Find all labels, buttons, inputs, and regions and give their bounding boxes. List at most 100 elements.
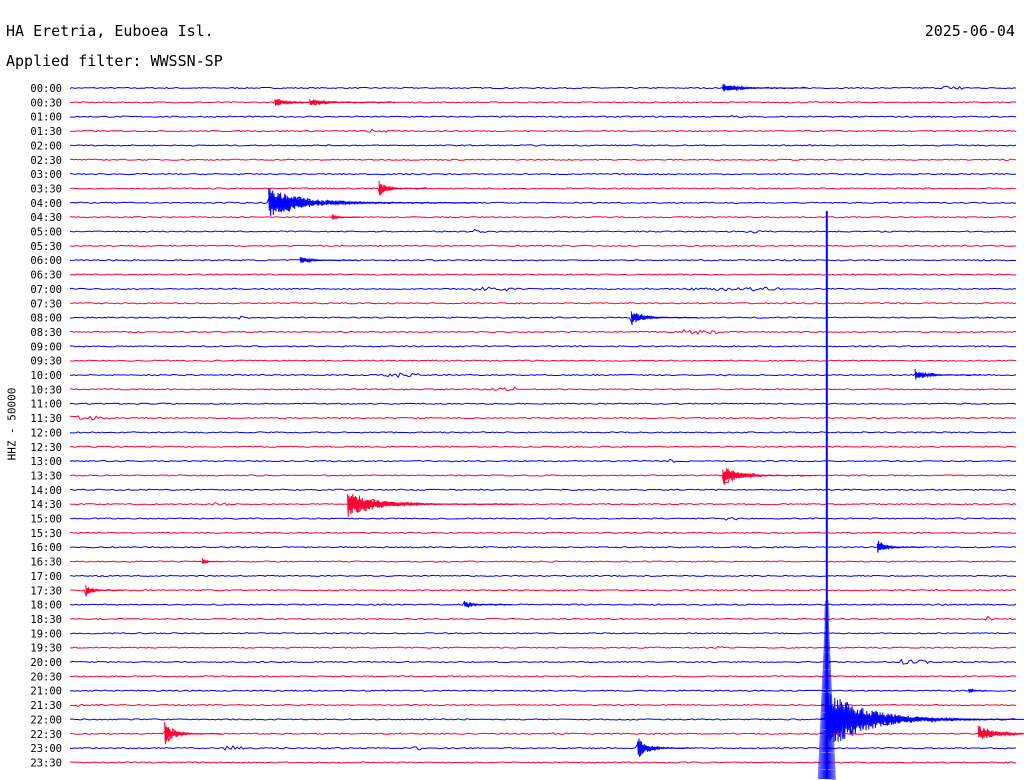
time-label: 00:00	[30, 83, 62, 95]
event-waveform	[630, 311, 698, 326]
time-label: 17:00	[30, 571, 62, 583]
time-label: 04:30	[30, 212, 62, 224]
trace-line	[69, 600, 1017, 609]
trace-line	[70, 128, 1017, 133]
trace-line	[69, 415, 1017, 421]
time-label: 03:00	[30, 169, 62, 181]
time-label: 04:00	[30, 198, 62, 210]
time-label: 20:30	[30, 671, 62, 683]
trace-line	[69, 658, 1017, 665]
trace-line	[69, 215, 1017, 219]
event-waveform	[977, 725, 1024, 739]
event-waveform	[876, 540, 925, 553]
time-label: 15:00	[30, 514, 62, 526]
trace-line	[69, 228, 1017, 234]
time-label: 13:30	[30, 470, 62, 482]
time-label: 01:30	[30, 126, 62, 138]
time-label: 15:30	[30, 528, 62, 540]
trace-line	[69, 531, 1016, 534]
trace-line	[69, 273, 1017, 276]
trace-line	[70, 589, 1017, 597]
time-label: 05:00	[30, 227, 62, 239]
trace-line	[69, 458, 1016, 463]
trace-line	[69, 445, 1017, 448]
time-label: 02:00	[30, 140, 62, 152]
event-waveform	[268, 188, 477, 217]
event-waveform	[201, 558, 222, 564]
time-label: 22:00	[30, 714, 62, 726]
time-label: 19:30	[30, 643, 62, 655]
trace-line	[69, 328, 1016, 336]
trace-line	[69, 99, 1017, 106]
trace-line	[69, 386, 1017, 392]
trace-line	[69, 488, 1017, 491]
time-label: 21:30	[30, 700, 62, 712]
trace-line	[69, 632, 1017, 635]
trace-line	[69, 560, 1017, 564]
time-label: 12:00	[30, 427, 62, 439]
event-waveform	[309, 98, 395, 105]
station-title: HA Eretria, Euboea Isl.	[6, 22, 214, 40]
record-date: 2025-06-04	[924, 22, 1015, 40]
time-label: 08:00	[30, 313, 62, 325]
time-label: 06:00	[30, 255, 62, 267]
time-label: 02:30	[30, 155, 62, 167]
trace-line	[70, 184, 1017, 197]
trace-line	[69, 645, 1017, 649]
trace-line	[70, 302, 1017, 305]
time-label: 03:30	[30, 183, 62, 195]
trace-line	[69, 472, 1017, 486]
event-waveform	[722, 83, 808, 92]
time-label: 23:00	[30, 743, 62, 755]
trace-line	[69, 675, 1017, 678]
trace-line	[69, 244, 1017, 247]
trace-line	[69, 345, 1016, 348]
event-waveform	[299, 256, 357, 263]
time-label: 07:30	[30, 298, 62, 310]
event-waveform	[968, 688, 988, 694]
time-label: 13:00	[30, 456, 62, 468]
trace-line	[69, 615, 1017, 621]
time-label: 17:30	[30, 585, 62, 597]
time-label: 18:30	[30, 614, 62, 626]
trace-line	[69, 144, 1017, 147]
event-waveform	[914, 368, 982, 380]
time-label: 09:30	[30, 356, 62, 368]
trace-line	[69, 359, 1017, 362]
time-label: 10:00	[30, 370, 62, 382]
trace-line	[70, 257, 1016, 263]
event-waveform	[347, 493, 518, 517]
time-label: 14:30	[30, 499, 62, 511]
event-waveform	[637, 738, 695, 756]
trace-line	[69, 194, 1017, 213]
trace-line	[70, 158, 1016, 162]
trace-line	[69, 742, 1016, 757]
trace-line	[69, 114, 1017, 118]
trace-line	[69, 372, 1017, 379]
time-label: 05:30	[30, 241, 62, 253]
trace-line	[69, 688, 1017, 740]
time-label: 07:00	[30, 284, 62, 296]
event-waveform	[463, 601, 512, 608]
time-label: 09:00	[30, 341, 62, 353]
time-label: 11:30	[30, 413, 62, 425]
time-label: 12:30	[30, 442, 62, 454]
time-label: 01:00	[30, 112, 62, 124]
trace-line	[69, 172, 1017, 176]
trace-line	[69, 516, 1017, 521]
time-label: 20:00	[30, 657, 62, 669]
time-label: 18:00	[30, 600, 62, 612]
trace-line	[69, 542, 1017, 549]
event-waveform	[85, 584, 124, 596]
event-waveform	[722, 468, 818, 485]
time-label: 00:30	[30, 97, 62, 109]
time-label: 14:00	[30, 485, 62, 497]
time-label: 08:30	[30, 327, 62, 339]
time-label: 21:00	[30, 686, 62, 698]
time-label: 22:30	[30, 729, 62, 741]
trace-line	[69, 726, 1017, 743]
event-waveform	[378, 180, 427, 195]
time-label: 11:00	[30, 399, 62, 411]
event-waveform	[331, 214, 361, 220]
